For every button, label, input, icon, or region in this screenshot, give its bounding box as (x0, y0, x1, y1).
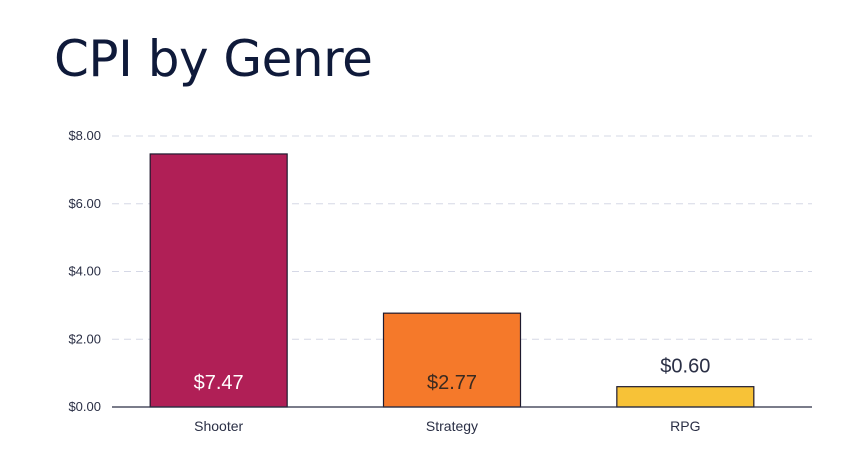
y-tick-label: $4.00 (68, 264, 101, 279)
data-label: $7.47 (194, 372, 244, 394)
chart-title: CPI by Genre (54, 30, 373, 88)
x-tick-label: Strategy (426, 418, 478, 434)
y-tick-label: $0.00 (68, 399, 101, 414)
x-tick-label: Shooter (194, 418, 243, 434)
y-tick-label: $6.00 (68, 196, 101, 211)
y-axis-tick-labels: $0.00 $2.00 $4.00 $6.00 $8.00 (68, 128, 101, 414)
x-tick-label: RPG (670, 418, 700, 434)
x-axis-category-labels: Shooter Strategy RPG (194, 418, 700, 434)
y-tick-label: $8.00 (68, 128, 101, 143)
data-label: $2.77 (427, 372, 477, 394)
y-tick-label: $2.00 (68, 331, 101, 346)
bar-rpg (616, 386, 755, 408)
data-labels: $7.47 $2.77 $0.60 (194, 356, 711, 394)
bar-strategy (382, 312, 522, 408)
bar-shooter (149, 153, 288, 408)
data-label: $0.60 (660, 356, 710, 378)
bars (149, 153, 755, 408)
